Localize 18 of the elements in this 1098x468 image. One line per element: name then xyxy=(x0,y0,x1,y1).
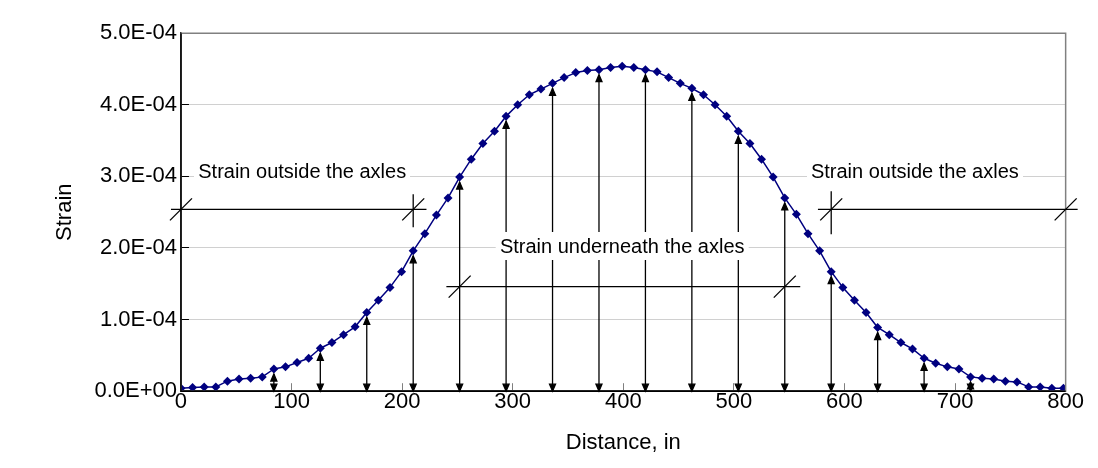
x-tick-label: 400 xyxy=(604,388,642,414)
x-tick-label: 500 xyxy=(715,388,753,414)
x-tick-label: 100 xyxy=(273,388,310,414)
x-tick-label: 600 xyxy=(826,388,863,414)
y-tick-label: 1.0E-04 xyxy=(99,305,177,331)
annotation: Strain underneath the axles xyxy=(495,231,749,260)
y-tick-label: 3.0E-04 xyxy=(99,162,177,188)
y-tick-label: 4.0E-04 xyxy=(99,90,177,116)
y-tick-label: 2.0E-04 xyxy=(99,234,177,260)
annotation: Strain outside the axles xyxy=(194,156,411,185)
x-axis-title: Distance, in xyxy=(565,428,681,454)
x-tick-label: 300 xyxy=(494,388,532,414)
x-tick-label: 200 xyxy=(383,388,421,414)
annotation: Strain outside the axles xyxy=(806,156,1023,185)
y-tick-label: 5.0E-04 xyxy=(99,19,177,45)
x-tick-label: 700 xyxy=(936,388,974,414)
y-axis-title: Strain xyxy=(51,183,77,241)
x-tick-label: 800 xyxy=(1047,388,1085,414)
